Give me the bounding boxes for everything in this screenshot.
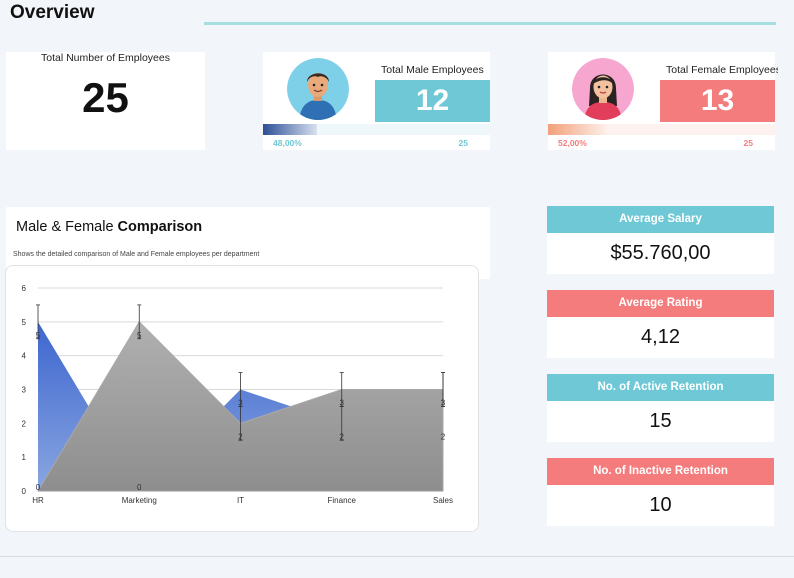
total-employees-label: Total Number of Employees [41, 52, 170, 64]
data-label: 0 [137, 483, 142, 492]
kpi-value: 15 [547, 401, 774, 442]
data-label: 5 [36, 331, 41, 340]
x-tick-label: HR [32, 496, 44, 505]
x-tick-label: IT [237, 496, 244, 505]
kpi-value: 10 [547, 485, 774, 526]
male-employees-label: Total Male Employees [381, 64, 484, 76]
data-label: 2 [441, 432, 446, 441]
comparison-chart: 0 1 2 3 4 5 6 5 0 5 0 3 2 3 2 3 2 HR Marketing IT Finance Sal… [5, 265, 479, 532]
kpi-label: Average Salary [547, 206, 774, 233]
male-total: 25 [458, 138, 468, 148]
female-employees-value: 13 [660, 80, 775, 122]
comparison-chart-svg: 0 1 2 3 4 5 6 5 0 5 0 3 2 3 2 3 2 HR Marketing IT Finance Sal… [22, 284, 453, 505]
y-tick-label: 1 [22, 453, 27, 462]
female-employees-label: Total Female Employees [666, 64, 778, 76]
kpi-value: $55.760,00 [547, 233, 774, 274]
kpi-label: No. of Active Retention [547, 374, 774, 401]
x-tick-label: Marketing [122, 496, 157, 505]
y-tick-label: 0 [22, 487, 27, 496]
female-avatar-icon [572, 58, 634, 120]
y-tick-label: 6 [22, 284, 27, 293]
data-label: 0 [36, 483, 41, 492]
male-employees-card: Total Male Employees 12 48,00% 25 [263, 52, 490, 150]
male-employees-value: 12 [375, 80, 490, 122]
data-label: 3 [441, 399, 446, 408]
male-percent: 48,00% [273, 138, 302, 148]
female-percent: 52,00% [558, 138, 587, 148]
total-employees-value: 25 [82, 74, 129, 121]
male-progress-fill [263, 124, 318, 135]
comparison-title: Male & Female Comparison [16, 219, 202, 235]
data-label: 5 [137, 331, 142, 340]
kpi-label: Average Rating [547, 290, 774, 317]
female-total: 25 [743, 138, 753, 148]
female-progress-fill [548, 124, 608, 135]
footer-divider [0, 556, 794, 557]
female-progress-track [548, 124, 775, 135]
male-progress-track [263, 124, 490, 135]
comparison-subtitle: Shows the detailed comparison of Male an… [13, 251, 260, 258]
total-employees-card: Total Number of Employees 25 [6, 52, 205, 150]
kpi-value: 4,12 [547, 317, 774, 358]
male-avatar-icon [287, 58, 349, 120]
y-tick-label: 5 [22, 318, 27, 327]
title-divider [204, 22, 776, 25]
data-label: 2 [238, 432, 243, 441]
comparison-title-bold: Comparison [117, 219, 203, 235]
y-tick-label: 3 [22, 386, 27, 395]
y-tick-label: 4 [22, 352, 27, 361]
comparison-title-light: Male & Female [16, 219, 114, 235]
data-label: 3 [238, 399, 243, 408]
data-label: 2 [340, 432, 345, 441]
x-tick-label: Finance [328, 496, 357, 505]
page-title: Overview [10, 2, 95, 23]
female-employees-card: Total Female Employees 13 52,00% 25 [548, 52, 778, 150]
data-label: 3 [340, 399, 345, 408]
kpi-label: No. of Inactive Retention [547, 458, 774, 485]
y-tick-label: 2 [22, 419, 27, 428]
x-tick-label: Sales [433, 496, 453, 505]
